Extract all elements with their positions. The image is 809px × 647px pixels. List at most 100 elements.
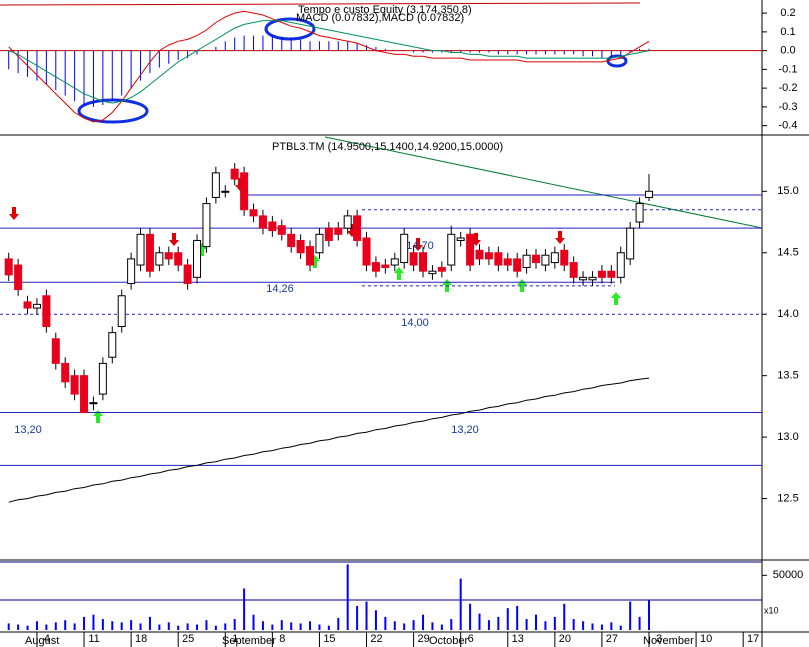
candle-body (409, 252, 418, 266)
x-tick-label: 15 (323, 633, 335, 645)
volume-bar (393, 621, 396, 630)
volume-bar (535, 614, 538, 630)
volume-bar (186, 623, 189, 630)
candle-body (428, 270, 437, 275)
volume-bar (26, 625, 29, 630)
volume-bar (469, 603, 472, 630)
volume-bar (17, 624, 20, 630)
candle-body (98, 362, 107, 395)
y-tick-label: 0.0 (780, 45, 795, 57)
volume-bar (177, 625, 180, 630)
macd-line (8, 10, 650, 123)
trend-line (324, 136, 763, 229)
volume-bar (403, 623, 406, 630)
volume-bar (327, 625, 330, 630)
candle-body (268, 221, 277, 232)
candle-body (522, 254, 531, 269)
sell-arrow (9, 207, 19, 220)
x-tick-label: 13 (512, 633, 524, 645)
volume-bar (638, 616, 641, 630)
volume-bar (365, 601, 368, 630)
volume-bar (516, 605, 519, 630)
volume-bar (619, 625, 622, 630)
candle-body (296, 239, 305, 254)
y-tick-label: -0.1 (779, 63, 798, 75)
month-label: September (222, 635, 276, 647)
volume-bar (111, 621, 114, 630)
volume-bar (478, 613, 481, 630)
candle-body (362, 237, 371, 266)
candle-body (61, 362, 70, 383)
candle-body (89, 402, 98, 405)
buy-arrow (394, 267, 404, 280)
candle-body (645, 190, 654, 198)
x-tick-label: 10 (700, 633, 712, 645)
y-tick-label: 13.5 (777, 370, 798, 382)
y-tick-label: 50000 (773, 569, 804, 581)
volume-bar (563, 603, 566, 630)
volume-bar (167, 622, 170, 630)
x-tick-label: 22 (370, 633, 382, 645)
x-tick-label: 11 (88, 633, 99, 645)
candle-body (117, 295, 126, 327)
volume-bar (318, 624, 321, 630)
volume-bar (148, 616, 151, 630)
sell-arrow (413, 238, 423, 251)
candle-body (456, 237, 465, 241)
volume-bar (384, 616, 387, 630)
x-tick-label: 27 (606, 633, 618, 645)
y-tick-label: 13.0 (777, 431, 798, 443)
volume-bar (629, 601, 632, 630)
candle-body (343, 215, 352, 229)
candle-body (315, 233, 324, 254)
buy-arrow (93, 410, 103, 423)
volume-bar (214, 625, 217, 630)
volume-bar (45, 624, 48, 630)
x-tick-label: 1 (232, 633, 238, 645)
candle-body (503, 258, 512, 266)
candle-body (136, 233, 145, 266)
month-label: October (429, 635, 468, 647)
volume-bar (459, 578, 462, 630)
candle-body (484, 252, 493, 260)
equity-line (0, 2, 641, 6)
volume-bar (309, 621, 312, 630)
volume-bar (337, 617, 340, 630)
volume-bar (92, 614, 95, 630)
candle-body (70, 375, 79, 395)
volume-bar (158, 624, 161, 630)
volume-bar (243, 588, 246, 630)
volume-bar (130, 620, 133, 630)
volume-bar (290, 622, 293, 630)
candle-body (616, 252, 625, 278)
x-tick-label: 8 (279, 633, 285, 645)
sell-arrow (169, 233, 179, 246)
x-tick-label: 20 (559, 633, 571, 645)
volume-bar (648, 600, 651, 630)
equity-label: Tempo e custo Equity (3.174.350,8) (298, 4, 472, 16)
y-tick-label: -0.3 (779, 101, 798, 113)
candle-body (635, 203, 644, 223)
volume-bar (600, 624, 603, 630)
volume-bar (299, 623, 302, 630)
candle-body (579, 276, 588, 281)
candle-body (390, 258, 399, 266)
volume-bar (572, 619, 575, 630)
level-label: 14,26 (266, 283, 294, 295)
volume-bar (544, 621, 547, 630)
volume-bar (35, 621, 38, 630)
macd-line (8, 20, 650, 104)
y-tick-label: -0.2 (779, 82, 798, 94)
y-tick-label: 0.1 (780, 26, 795, 38)
volume-bar (73, 623, 76, 630)
candle-body (400, 233, 409, 264)
y-tick-label: 14.0 (777, 308, 798, 320)
volume-bar (591, 623, 594, 630)
level-label: 14.70 (406, 240, 434, 252)
volume-bar (356, 605, 359, 630)
candle-body (550, 252, 559, 264)
highlight-ellipse (264, 17, 316, 41)
macd-title: MACD (0.07832),MACD (0.07832) (296, 12, 464, 24)
x-tick-label: 29 (417, 633, 429, 645)
